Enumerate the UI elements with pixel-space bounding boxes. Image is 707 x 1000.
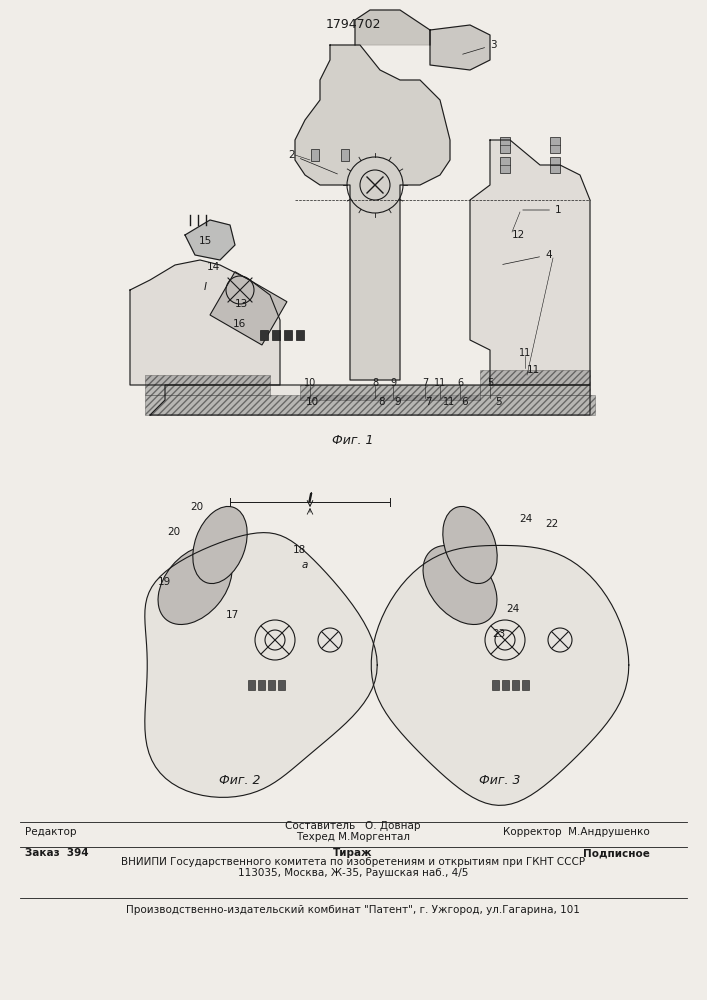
Polygon shape: [355, 10, 430, 45]
Text: 6: 6: [457, 378, 463, 388]
Text: 4: 4: [503, 250, 551, 264]
Text: Производственно-издательский комбинат "Патент", г. Ужгород, ул.Гагарина, 101: Производственно-издательский комбинат "П…: [126, 905, 580, 915]
Text: 11: 11: [434, 378, 446, 388]
Text: 11: 11: [443, 397, 455, 407]
Text: Фиг. 2: Фиг. 2: [219, 774, 261, 786]
Text: I: I: [204, 282, 207, 292]
Polygon shape: [371, 545, 629, 805]
Text: 7: 7: [425, 397, 432, 407]
Text: 3: 3: [462, 40, 496, 54]
Text: Техред М.Моргентал: Техред М.Моргентал: [296, 832, 410, 842]
Text: 8: 8: [378, 397, 385, 407]
Text: Фиг. 3: Фиг. 3: [479, 774, 521, 786]
Bar: [284, 330, 292, 340]
Text: 20: 20: [167, 527, 180, 537]
Bar: [272, 330, 280, 340]
Text: 5: 5: [495, 397, 502, 407]
Bar: [500, 137, 510, 153]
Bar: [248, 680, 255, 690]
Ellipse shape: [193, 506, 247, 584]
Text: Заказ  394: Заказ 394: [25, 848, 88, 858]
Text: 1794702: 1794702: [325, 18, 381, 31]
Text: 13: 13: [235, 299, 248, 309]
Bar: [296, 330, 304, 340]
Text: 22: 22: [545, 519, 559, 529]
Bar: [268, 680, 275, 690]
Text: 113035, Москва, Ж-35, Раушская наб., 4/5: 113035, Москва, Ж-35, Раушская наб., 4/5: [238, 868, 468, 878]
Text: I: I: [308, 492, 312, 502]
Bar: [500, 157, 510, 173]
Text: Фиг. 1: Фиг. 1: [332, 434, 374, 446]
Text: 17: 17: [226, 610, 239, 620]
Polygon shape: [185, 220, 235, 260]
Text: 15: 15: [199, 236, 212, 246]
Polygon shape: [470, 140, 590, 385]
Text: I: I: [308, 492, 312, 505]
Text: 7: 7: [422, 378, 428, 388]
Text: Составитель   О. Довнар: Составитель О. Довнар: [285, 821, 421, 831]
Text: 10: 10: [304, 378, 316, 388]
Text: Редактор: Редактор: [25, 827, 76, 837]
Bar: [145, 395, 595, 415]
Polygon shape: [130, 260, 280, 385]
Text: Тираж: Тираж: [333, 848, 373, 858]
Text: Корректор  М.Андрушенко: Корректор М.Андрушенко: [503, 827, 650, 837]
Text: 14: 14: [207, 262, 221, 272]
Text: 24: 24: [519, 514, 532, 524]
Ellipse shape: [423, 546, 497, 624]
Text: a: a: [302, 560, 308, 570]
Bar: [145, 375, 270, 395]
Polygon shape: [430, 25, 490, 70]
Bar: [341, 149, 349, 161]
Bar: [480, 370, 590, 395]
Text: 2: 2: [288, 150, 337, 174]
Bar: [512, 680, 519, 690]
Bar: [311, 149, 319, 161]
Text: 24: 24: [506, 604, 519, 614]
Polygon shape: [145, 533, 378, 797]
Text: 9: 9: [394, 397, 401, 407]
Text: 10: 10: [306, 397, 319, 407]
Polygon shape: [295, 45, 450, 380]
Text: 8: 8: [372, 378, 378, 388]
Bar: [258, 680, 265, 690]
Text: Подписное: Подписное: [583, 848, 650, 858]
Text: 18: 18: [293, 545, 306, 555]
Text: 20: 20: [190, 502, 203, 512]
Bar: [210, 272, 287, 345]
Text: 9: 9: [390, 378, 396, 388]
Bar: [550, 137, 560, 153]
Polygon shape: [150, 385, 590, 415]
Bar: [278, 680, 285, 690]
Text: 19: 19: [158, 577, 171, 587]
Bar: [492, 680, 499, 690]
Text: 23: 23: [492, 629, 506, 639]
Bar: [550, 157, 560, 173]
Text: ВНИИПИ Государственного комитета по изобретениям и открытиям при ГКНТ СССР: ВНИИПИ Государственного комитета по изоб…: [121, 857, 585, 867]
Bar: [502, 680, 509, 690]
Bar: [522, 680, 529, 690]
Text: 1: 1: [522, 205, 561, 215]
Bar: [260, 330, 268, 340]
Text: 11: 11: [519, 348, 531, 358]
Text: 12: 12: [512, 230, 525, 240]
Text: 6: 6: [461, 397, 467, 407]
Ellipse shape: [443, 506, 497, 584]
Text: 16: 16: [233, 319, 246, 329]
Bar: [300, 385, 480, 400]
Text: 5: 5: [487, 378, 493, 388]
Text: 11: 11: [527, 365, 540, 375]
Ellipse shape: [158, 546, 232, 624]
